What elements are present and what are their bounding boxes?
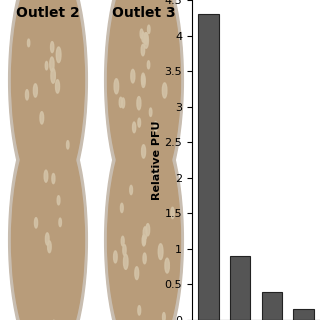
Bar: [293, 309, 314, 320]
Circle shape: [135, 267, 139, 280]
Circle shape: [141, 73, 145, 84]
Circle shape: [52, 173, 55, 184]
Circle shape: [141, 44, 145, 56]
Circle shape: [105, 0, 183, 211]
Circle shape: [132, 122, 136, 133]
Circle shape: [123, 244, 126, 256]
Circle shape: [140, 29, 143, 38]
Circle shape: [121, 236, 124, 246]
Bar: [261, 292, 282, 320]
Circle shape: [9, 109, 87, 320]
Circle shape: [141, 75, 145, 87]
Circle shape: [143, 227, 147, 239]
Circle shape: [142, 235, 145, 246]
Circle shape: [12, 0, 84, 202]
Circle shape: [12, 118, 84, 320]
Circle shape: [124, 254, 128, 269]
Circle shape: [108, 0, 180, 202]
Circle shape: [120, 203, 123, 212]
Circle shape: [149, 108, 152, 116]
Circle shape: [45, 61, 48, 70]
Circle shape: [114, 251, 117, 263]
Text: Outlet 3: Outlet 3: [112, 6, 176, 20]
Circle shape: [148, 25, 150, 34]
Circle shape: [51, 68, 55, 83]
Circle shape: [171, 207, 174, 219]
Circle shape: [57, 196, 60, 205]
Circle shape: [28, 39, 30, 47]
Circle shape: [131, 69, 135, 83]
Circle shape: [143, 235, 146, 245]
Circle shape: [146, 224, 150, 236]
Circle shape: [137, 97, 141, 110]
Circle shape: [154, 122, 157, 132]
Circle shape: [165, 258, 169, 273]
Circle shape: [119, 97, 122, 108]
Text: Outlet 2: Outlet 2: [16, 6, 80, 20]
Circle shape: [114, 79, 119, 94]
Circle shape: [122, 98, 125, 108]
Circle shape: [105, 109, 183, 320]
Circle shape: [142, 32, 145, 42]
Bar: [230, 256, 251, 320]
Circle shape: [45, 233, 49, 245]
Circle shape: [56, 47, 61, 63]
Circle shape: [59, 218, 61, 227]
Circle shape: [163, 313, 165, 320]
Circle shape: [44, 170, 48, 182]
Circle shape: [33, 84, 37, 97]
Circle shape: [144, 33, 148, 44]
Circle shape: [55, 80, 60, 93]
Circle shape: [147, 61, 150, 69]
Circle shape: [9, 0, 87, 211]
Circle shape: [108, 118, 180, 320]
Circle shape: [51, 42, 54, 52]
Circle shape: [67, 140, 69, 149]
Y-axis label: Relative PFU: Relative PFU: [152, 120, 162, 200]
Circle shape: [50, 57, 54, 71]
Bar: [198, 14, 219, 320]
Circle shape: [35, 218, 37, 228]
Circle shape: [158, 244, 163, 260]
Circle shape: [130, 185, 132, 195]
Circle shape: [138, 306, 141, 315]
Circle shape: [40, 112, 44, 124]
Circle shape: [141, 145, 146, 158]
Circle shape: [26, 90, 28, 100]
Circle shape: [162, 83, 167, 98]
Circle shape: [144, 33, 148, 48]
Circle shape: [143, 253, 146, 264]
Circle shape: [48, 241, 51, 253]
Circle shape: [154, 169, 157, 180]
Circle shape: [138, 118, 140, 127]
